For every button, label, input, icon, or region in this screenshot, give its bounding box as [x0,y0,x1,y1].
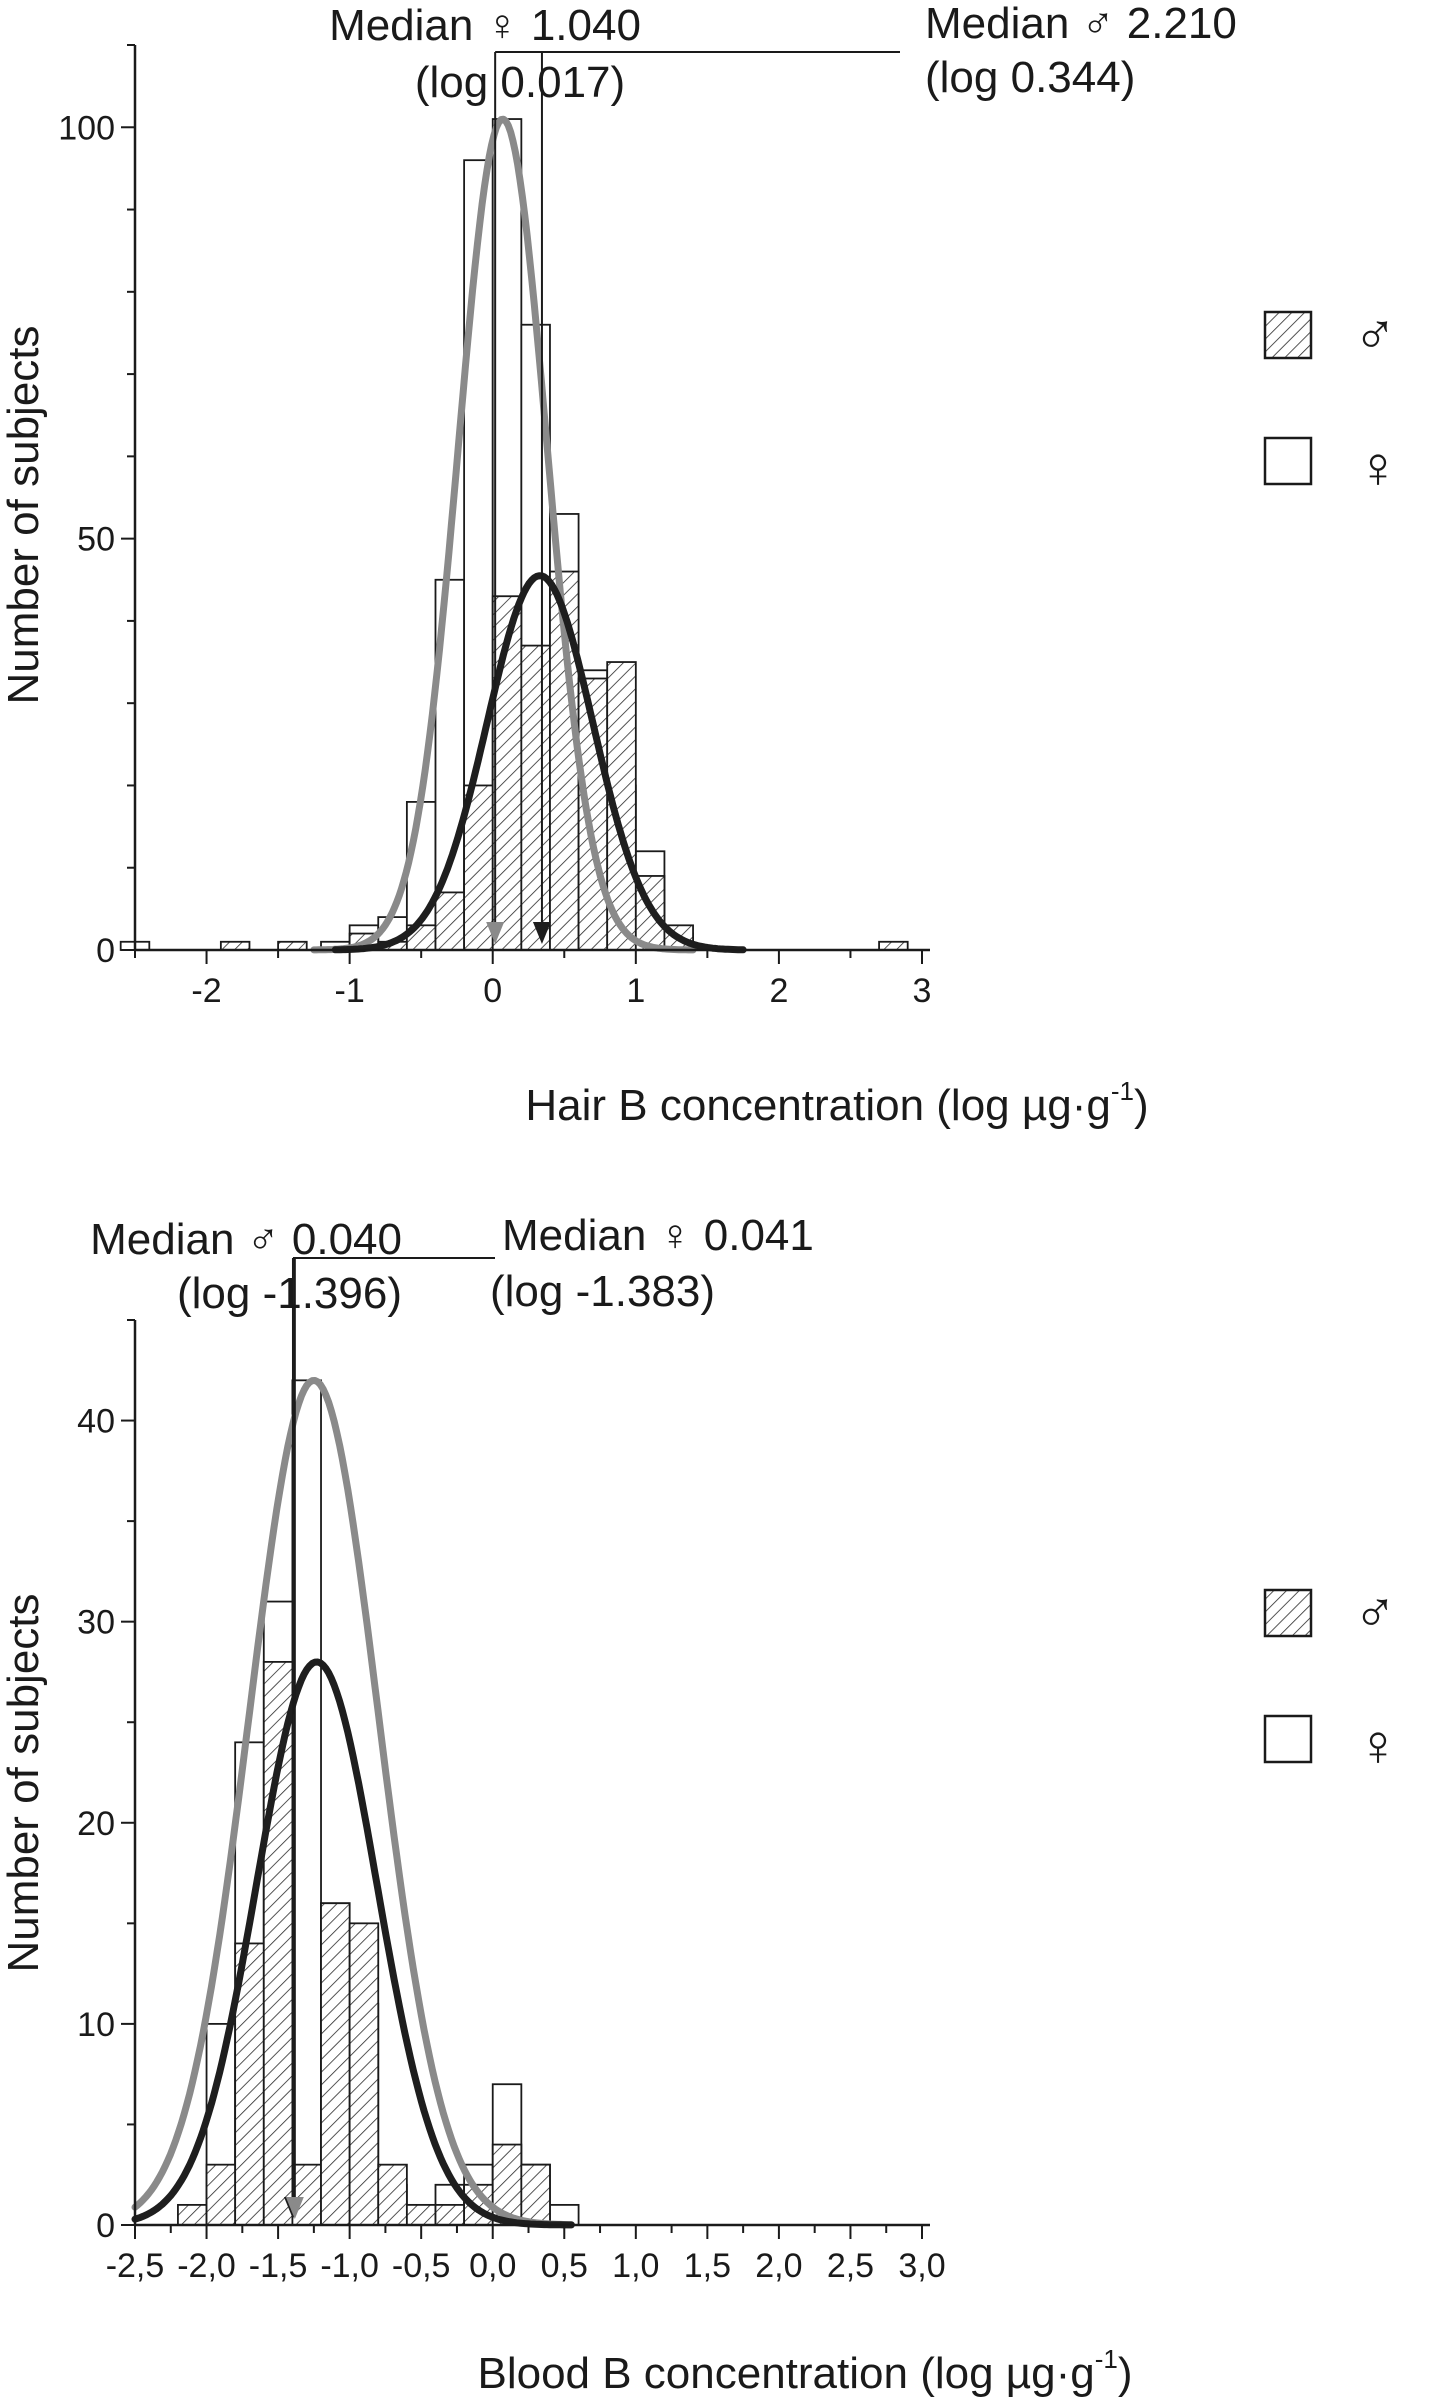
hair-median-female-label: Median ♀ 1.040 [329,1,641,50]
hair-male-bar [463,784,494,951]
blood-x-axis-title-sup: -1 [1095,2344,1118,2374]
blood-x-tick-label: -1,5 [249,2247,308,2285]
blood-male-bars [177,1660,551,2226]
blood-y-tick-labels: 0 10 20 30 40 [77,1403,115,2245]
blood-y-tick-label: 20 [77,1805,115,1843]
hair-y-tick-label: 0 [96,932,115,970]
blood-x-tick-label: 3,0 [898,2247,945,2285]
blood-y-axis-title: Number of subjects [0,1593,48,1972]
hair-legend-female-symbol: ♀ [1356,435,1400,500]
hair-legend: ♂ ♀ [1263,302,1400,500]
hair-x-axis-title-main: Hair B concentration (log µg·g [525,1081,1110,1130]
hair-median-male-sublabel: (log 0.344) [925,53,1135,102]
blood-y-tick-label: 0 [96,2207,115,2245]
blood-legend-male-swatch [1263,1588,1313,1638]
hair-median-markers [486,51,900,944]
blood-male-bar [205,2163,237,2226]
hair-x-tick-label: -1 [335,972,365,1010]
blood-x-axis-title: Blood B concentration (log µg·g-1) [477,2344,1132,2398]
blood-legend-female-swatch [1263,1714,1313,1764]
hair-median-arrow [532,922,551,944]
blood-median-markers [283,1257,495,2219]
hair-y-axis-title: Number of subjects [0,325,48,704]
hair-legend-female-swatch [1263,436,1313,486]
blood-median-male-label: Median ♂ 0.040 [90,1215,402,1264]
hair-male-bar [434,891,466,951]
blood-x-tick-label: 1,5 [684,2247,731,2285]
hair-median-arrow [486,922,505,944]
blood-x-tick-label: 2,5 [827,2247,874,2285]
blood-x-tick-label: 0,5 [541,2247,588,2285]
blood-x-axis-title-main: Blood B concentration (log µg·g [477,2349,1094,2398]
hair-x-tick-label: 3 [913,972,932,1010]
blood-male-bar [520,2163,551,2226]
blood-legend: ♂ ♀ [1263,1580,1400,1778]
hair-male-fit-curve [331,572,747,954]
hair-female-fit-curve [310,115,697,954]
blood-x-tick-label: -2,5 [106,2247,165,2285]
blood-male-bar [291,2163,322,2226]
hair-x-axis-title-end: ) [1134,1081,1149,1130]
hair-x-tick-labels: -2 -1 0 1 2 3 [191,972,931,1010]
blood-y-tick-label: 10 [77,2006,115,2044]
blood-y-tick-label: 30 [77,1604,115,1642]
hair-legend-male-symbol: ♂ [1353,302,1397,367]
blood-x-tick-label: -0,5 [392,2247,451,2285]
blood-male-bar [320,1902,351,2226]
blood-x-tick-label: 2,0 [755,2247,802,2285]
blood-x-tick-labels: -2,5 -2,0 -1,5 -1,0 -0,5 0,0 0,5 1,0 1,5 2,0 2,5 3,… [106,2247,946,2285]
blood-y-tick-label: 40 [77,1403,115,1441]
blood-male-bar [177,2203,208,2226]
blood-median-female-label: Median ♀ 0.041 [502,1211,814,1260]
blood-x-tick-label: 0,0 [469,2247,516,2285]
blood-male-fit-curve [131,1658,575,2229]
blood-male-bar [348,1922,380,2226]
blood-female-bar [291,1379,322,2226]
blood-male-bar [434,2203,466,2226]
hair-x-tick-label: 0 [483,972,502,1010]
hair-x-tick-label: -2 [191,972,221,1010]
blood-male-bar [262,1660,294,2226]
hair-y-tick-label: 100 [58,109,115,147]
blood-legend-female-symbol: ♀ [1356,1713,1400,1778]
hair-x-tick-label: 2 [769,972,788,1010]
blood-axes [121,1319,930,2239]
hair-y-tick-labels: 0 50 100 [58,109,115,970]
hair-legend-male-swatch [1263,310,1313,360]
hair-median-female-sublabel: (log 0.017) [415,58,625,107]
blood-x-axis-title-end: ) [1118,2349,1133,2398]
hair-axes [121,44,930,964]
hair-panel: -2 -1 0 1 2 3 0 50 100 Number of subjects Hair … [0,0,1400,1130]
blood-fit-curves [131,1377,575,2229]
hair-x-axis-title-sup: -1 [1111,1076,1134,1106]
hair-fit-curves [310,115,747,954]
hair-y-tick-label: 50 [77,521,115,559]
blood-median-arrow [285,2197,304,2219]
blood-median-male-sublabel: (log -1.396) [177,1269,402,1318]
hair-x-tick-label: 1 [626,972,645,1010]
blood-legend-male-symbol: ♂ [1353,1580,1397,1645]
blood-female-fit-curve [131,1377,575,2229]
blood-x-tick-label: -1,0 [320,2247,379,2285]
blood-x-tick-label: -2,0 [177,2247,236,2285]
blood-male-bar [405,2203,437,2226]
blood-male-bar [377,2163,408,2226]
blood-panel: -2,5 -2,0 -1,5 -1,0 -0,5 0,0 0,5 1,0 1,5 2,0 2,5 3,… [0,1211,1400,2398]
hair-male-bar [520,644,551,951]
hair-x-axis-title: Hair B concentration (log µg·g-1) [525,1076,1148,1130]
blood-median-female-sublabel: (log -1.383) [490,1267,715,1316]
blood-x-tick-label: 1,0 [612,2247,659,2285]
hair-median-male-label: Median ♂ 2.210 [925,0,1237,48]
